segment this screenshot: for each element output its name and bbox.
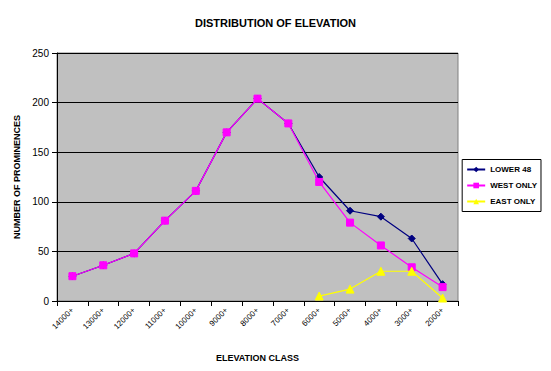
svg-text:13000+: 13000+ (81, 306, 107, 332)
svg-text:8000+: 8000+ (238, 306, 260, 328)
svg-text:EAST ONLY: EAST ONLY (490, 197, 536, 206)
svg-text:6000+: 6000+ (300, 306, 322, 328)
svg-text:3000+: 3000+ (393, 306, 415, 328)
svg-text:14000+: 14000+ (50, 306, 76, 332)
svg-text:12000+: 12000+ (112, 306, 138, 332)
svg-text:250: 250 (32, 48, 49, 59)
svg-text:11000+: 11000+ (143, 306, 168, 331)
svg-text:LOWER 48: LOWER 48 (490, 165, 531, 174)
svg-text:5000+: 5000+ (331, 306, 353, 328)
svg-text:ELEVATION CLASS: ELEVATION CLASS (216, 353, 299, 363)
svg-text:4000+: 4000+ (362, 306, 384, 328)
svg-text:150: 150 (32, 147, 49, 158)
svg-text:NUMBER OF PROMINENCES: NUMBER OF PROMINENCES (12, 115, 22, 239)
svg-text:DISTRIBUTION OF ELEVATION: DISTRIBUTION OF ELEVATION (195, 17, 356, 29)
svg-text:0: 0 (43, 296, 49, 307)
svg-text:50: 50 (38, 246, 50, 257)
svg-text:2000+: 2000+ (424, 306, 446, 328)
svg-text:9000+: 9000+ (208, 306, 230, 328)
svg-text:100: 100 (32, 196, 49, 207)
svg-text:10000+: 10000+ (174, 306, 200, 332)
svg-text:7000+: 7000+ (269, 306, 291, 328)
svg-text:WEST ONLY: WEST ONLY (490, 181, 537, 190)
svg-text:200: 200 (32, 97, 49, 108)
